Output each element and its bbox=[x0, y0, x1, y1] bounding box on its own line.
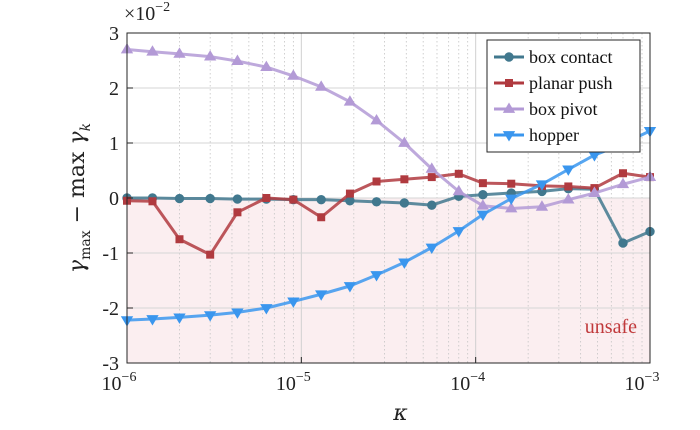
x-tick-label: 10−5 bbox=[276, 370, 311, 395]
data-point bbox=[262, 194, 271, 202]
data-point bbox=[316, 194, 326, 205]
data-point bbox=[287, 297, 300, 308]
data-point bbox=[148, 197, 157, 206]
data-point bbox=[173, 47, 186, 58]
data-point bbox=[175, 235, 184, 244]
legend-marker bbox=[502, 102, 516, 113]
data-point bbox=[260, 304, 273, 315]
legend-item: planar push bbox=[494, 73, 612, 93]
y-tick-label: 2 bbox=[109, 78, 119, 100]
data-point bbox=[345, 189, 354, 198]
data-point bbox=[564, 182, 573, 191]
data-point bbox=[343, 95, 357, 106]
data-point bbox=[174, 193, 185, 204]
legend-label: planar push bbox=[529, 73, 612, 93]
legend-item: box contact bbox=[494, 47, 612, 67]
data-point bbox=[343, 282, 357, 293]
x-tick-label: 10−4 bbox=[450, 370, 485, 395]
legend-label: box contact bbox=[529, 47, 612, 67]
legend-label: hopper bbox=[529, 125, 579, 145]
data-point bbox=[315, 80, 328, 91]
x-tick-label: 10−6 bbox=[102, 370, 137, 395]
data-point bbox=[260, 60, 273, 71]
y-tick-label: 3 bbox=[109, 23, 119, 45]
legend-item: hopper bbox=[494, 125, 579, 145]
x-axis-label: κ bbox=[392, 401, 408, 426]
data-point bbox=[317, 213, 326, 222]
data-point bbox=[289, 195, 298, 204]
axis-labels: unsafe κ γmax − max γk bbox=[65, 123, 637, 426]
data-point bbox=[616, 177, 630, 189]
data-point bbox=[427, 200, 437, 210]
data-point bbox=[618, 169, 627, 178]
data-point bbox=[425, 243, 438, 254]
data-point bbox=[618, 238, 628, 248]
data-point bbox=[206, 250, 215, 259]
unsafe-region bbox=[127, 198, 650, 363]
data-point bbox=[478, 179, 487, 188]
data-point bbox=[232, 194, 243, 204]
y-tick-label: -3 bbox=[102, 353, 119, 375]
data-point bbox=[231, 308, 244, 319]
data-point bbox=[173, 313, 186, 324]
data-point bbox=[452, 184, 465, 196]
data-point bbox=[398, 136, 411, 147]
data-point bbox=[425, 162, 438, 173]
data-point bbox=[371, 197, 382, 207]
y-tick-label: 0 bbox=[109, 188, 119, 210]
y-tick-label: -2 bbox=[102, 298, 119, 320]
legend-marker bbox=[505, 79, 513, 87]
legend-marker bbox=[504, 52, 514, 62]
legend-item: box pivot bbox=[494, 99, 598, 119]
data-point bbox=[315, 290, 328, 301]
data-point bbox=[399, 198, 410, 208]
data-point bbox=[562, 193, 575, 204]
data-point bbox=[398, 258, 411, 269]
data-point bbox=[535, 200, 549, 211]
data-point bbox=[476, 210, 490, 221]
data-point bbox=[370, 271, 383, 282]
data-point bbox=[146, 315, 159, 326]
y-axis-label: γmax − max γk bbox=[65, 123, 94, 273]
legend: box contact planar push box pivot hopper bbox=[486, 39, 641, 153]
data-point bbox=[205, 193, 215, 204]
data-point bbox=[588, 151, 601, 162]
series-line bbox=[126, 171, 651, 257]
series-group bbox=[120, 43, 657, 327]
data-point bbox=[562, 165, 575, 176]
data-point bbox=[535, 180, 549, 191]
data-point bbox=[372, 177, 381, 186]
y-multiplier: ×10−2 bbox=[124, 0, 170, 25]
data-point bbox=[452, 227, 465, 238]
data-point bbox=[476, 199, 490, 210]
plot-frame bbox=[126, 32, 651, 364]
data-point bbox=[505, 194, 518, 206]
data-point bbox=[146, 45, 159, 56]
tick-labels: 10−6 10−5 10−4 10−3 3 2 1 0 -1 -2 -3 ×10−2 bbox=[102, 0, 660, 395]
data-point bbox=[505, 201, 518, 213]
data-point bbox=[287, 69, 300, 80]
data-point bbox=[204, 50, 217, 61]
legend-label: box pivot bbox=[529, 99, 598, 119]
y-tick-label: -1 bbox=[102, 243, 119, 265]
data-point bbox=[370, 113, 383, 125]
data-point bbox=[454, 169, 463, 178]
data-point bbox=[427, 173, 436, 182]
data-point bbox=[507, 179, 516, 188]
x-tick-label: 10−3 bbox=[625, 370, 660, 395]
data-point bbox=[233, 208, 242, 217]
data-point bbox=[231, 54, 244, 65]
series-line bbox=[126, 129, 651, 322]
data-point bbox=[478, 190, 488, 200]
legend-marker bbox=[502, 131, 516, 142]
data-point bbox=[588, 186, 601, 197]
unsafe-label: unsafe bbox=[585, 316, 637, 338]
data-point bbox=[204, 311, 217, 322]
data-point bbox=[400, 175, 409, 184]
y-tick-label: 1 bbox=[109, 133, 119, 155]
